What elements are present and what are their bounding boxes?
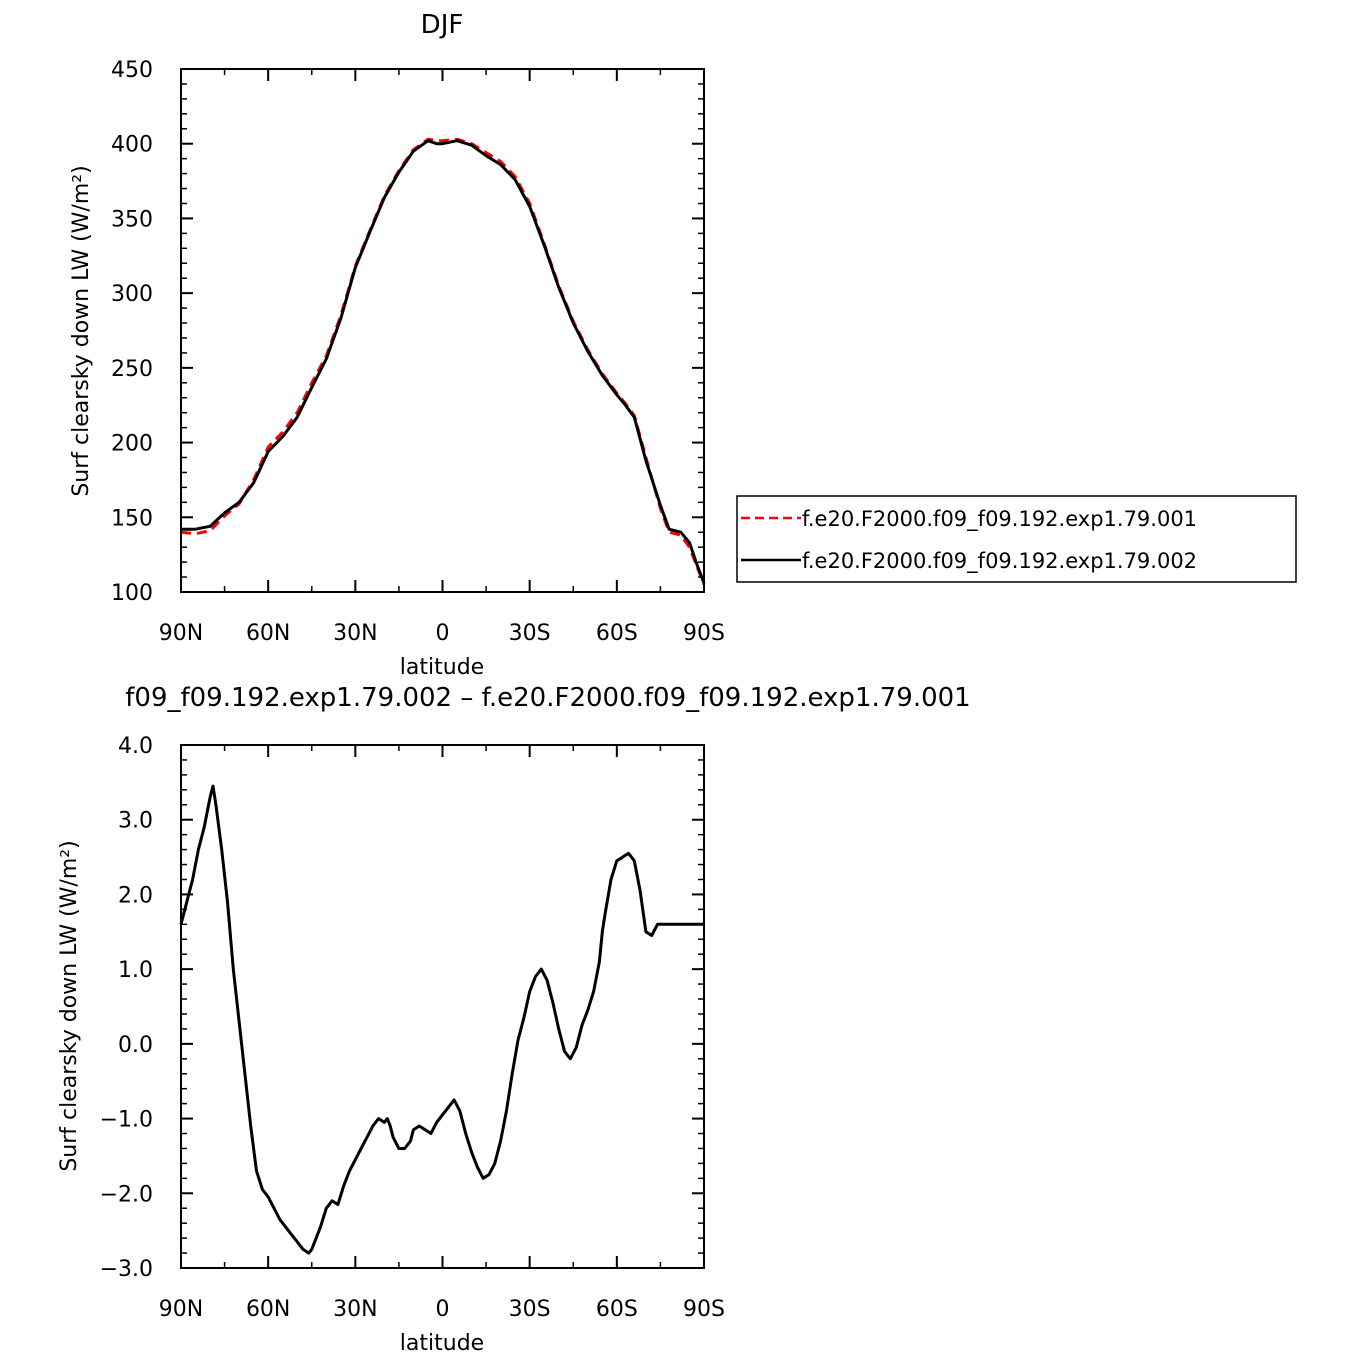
y-tick-label: −1.0 xyxy=(100,1108,153,1133)
bottom-x-axis-label: latitude xyxy=(400,1331,484,1356)
y-tick-label: 150 xyxy=(111,506,153,531)
top-x-axis-label: latitude xyxy=(400,655,484,680)
x-tick-label: 90S xyxy=(683,1297,725,1322)
bottom-y-axis-label: Surf clearsky down LW (W/m²) xyxy=(57,840,82,1171)
y-tick-label: 0.0 xyxy=(118,1033,153,1058)
x-tick-label: 60N xyxy=(246,621,290,646)
x-tick-label: 60S xyxy=(596,1297,638,1322)
bottom-axis-ticks: 90N 60N 30N 0 30S 60S 90S −3.0 −2.0 −1.0 0.0 1.0 2.0… xyxy=(100,734,725,1322)
y-tick-label: 450 xyxy=(111,58,153,83)
top-plot-panel: DJF latitude Surf clearsky down LW (W/m²… xyxy=(69,10,725,680)
x-tick-label: 30S xyxy=(509,621,551,646)
y-tick-label: −2.0 xyxy=(100,1182,153,1207)
y-tick-label: 350 xyxy=(111,207,153,232)
x-tick-label: 60S xyxy=(596,621,638,646)
series-line-1 xyxy=(180,137,706,586)
x-tick-label: 90N xyxy=(159,1297,203,1322)
x-tick-label: 60N xyxy=(246,1297,290,1322)
y-tick-label: 200 xyxy=(111,432,153,457)
x-tick-label: 90N xyxy=(159,621,203,646)
y-tick-label: 300 xyxy=(111,282,153,307)
bottom-plot-panel: f09_f09.192.exp1.79.002 – f.e20.F2000.f0… xyxy=(57,683,971,1356)
y-tick-label: 400 xyxy=(111,133,153,158)
y-tick-label: 2.0 xyxy=(118,883,153,908)
top-plot-frame xyxy=(180,68,705,593)
series-line-2 xyxy=(181,139,706,584)
bottom-series-layer xyxy=(179,784,704,1255)
x-tick-label: 30S xyxy=(509,1297,551,1322)
bottom-plot-frame xyxy=(180,744,705,1269)
y-tick-label: 3.0 xyxy=(118,809,153,834)
legend-label-series-2: f.e20.F2000.f09_f09.192.exp1.79.002 xyxy=(802,549,1197,574)
top-plot-title: DJF xyxy=(421,10,464,40)
x-tick-label: 30N xyxy=(333,621,377,646)
x-tick-label: 90S xyxy=(683,621,725,646)
bottom-plot-title: f09_f09.192.exp1.79.002 – f.e20.F2000.f0… xyxy=(125,683,970,713)
x-tick-label: 0 xyxy=(436,621,450,646)
y-tick-label: 4.0 xyxy=(118,734,153,759)
y-tick-label: −3.0 xyxy=(100,1257,153,1282)
top-y-axis-label: Surf clearsky down LW (W/m²) xyxy=(69,165,94,496)
legend-label-series-1: f.e20.F2000.f09_f09.192.exp1.79.001 xyxy=(802,507,1197,532)
top-series-layer xyxy=(180,137,706,586)
y-tick-label: 100 xyxy=(111,581,153,606)
y-tick-label: 1.0 xyxy=(118,958,153,983)
x-tick-label: 30N xyxy=(333,1297,377,1322)
legend-box xyxy=(736,495,1297,583)
y-tick-label: 250 xyxy=(111,357,153,382)
series-line-1 xyxy=(179,784,704,1255)
top-legend: f.e20.F2000.f09_f09.192.exp1.79.001 f.e2… xyxy=(736,495,1297,583)
x-tick-label: 0 xyxy=(436,1297,450,1322)
